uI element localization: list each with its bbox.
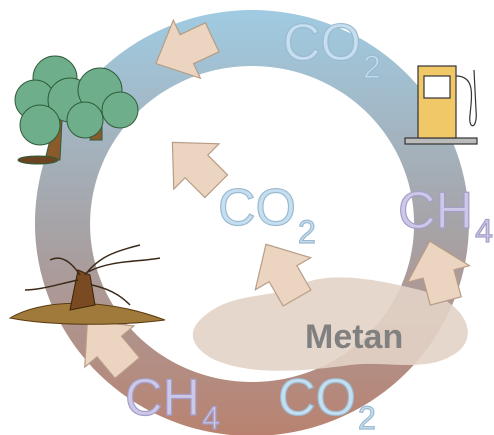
label-sub: 4 — [475, 213, 493, 249]
label-sub: 2 — [358, 400, 376, 435]
label-main: CH — [398, 182, 473, 240]
label-sub: 2 — [298, 214, 316, 250]
label-main: CO — [278, 369, 356, 427]
ch4-label: CH4 — [398, 182, 493, 249]
co2-label: CO2 — [218, 179, 316, 250]
methane-label: Metan — [305, 318, 403, 356]
label-sub: 2 — [363, 49, 381, 85]
label-sub: 4 — [202, 400, 220, 435]
label-main: CH — [125, 369, 200, 427]
label-main: CO — [218, 179, 296, 237]
carbon-cycle: CO2 CO2 CH4 Metan CH4 CO2 — [0, 0, 494, 435]
label-main: CO — [283, 14, 361, 72]
